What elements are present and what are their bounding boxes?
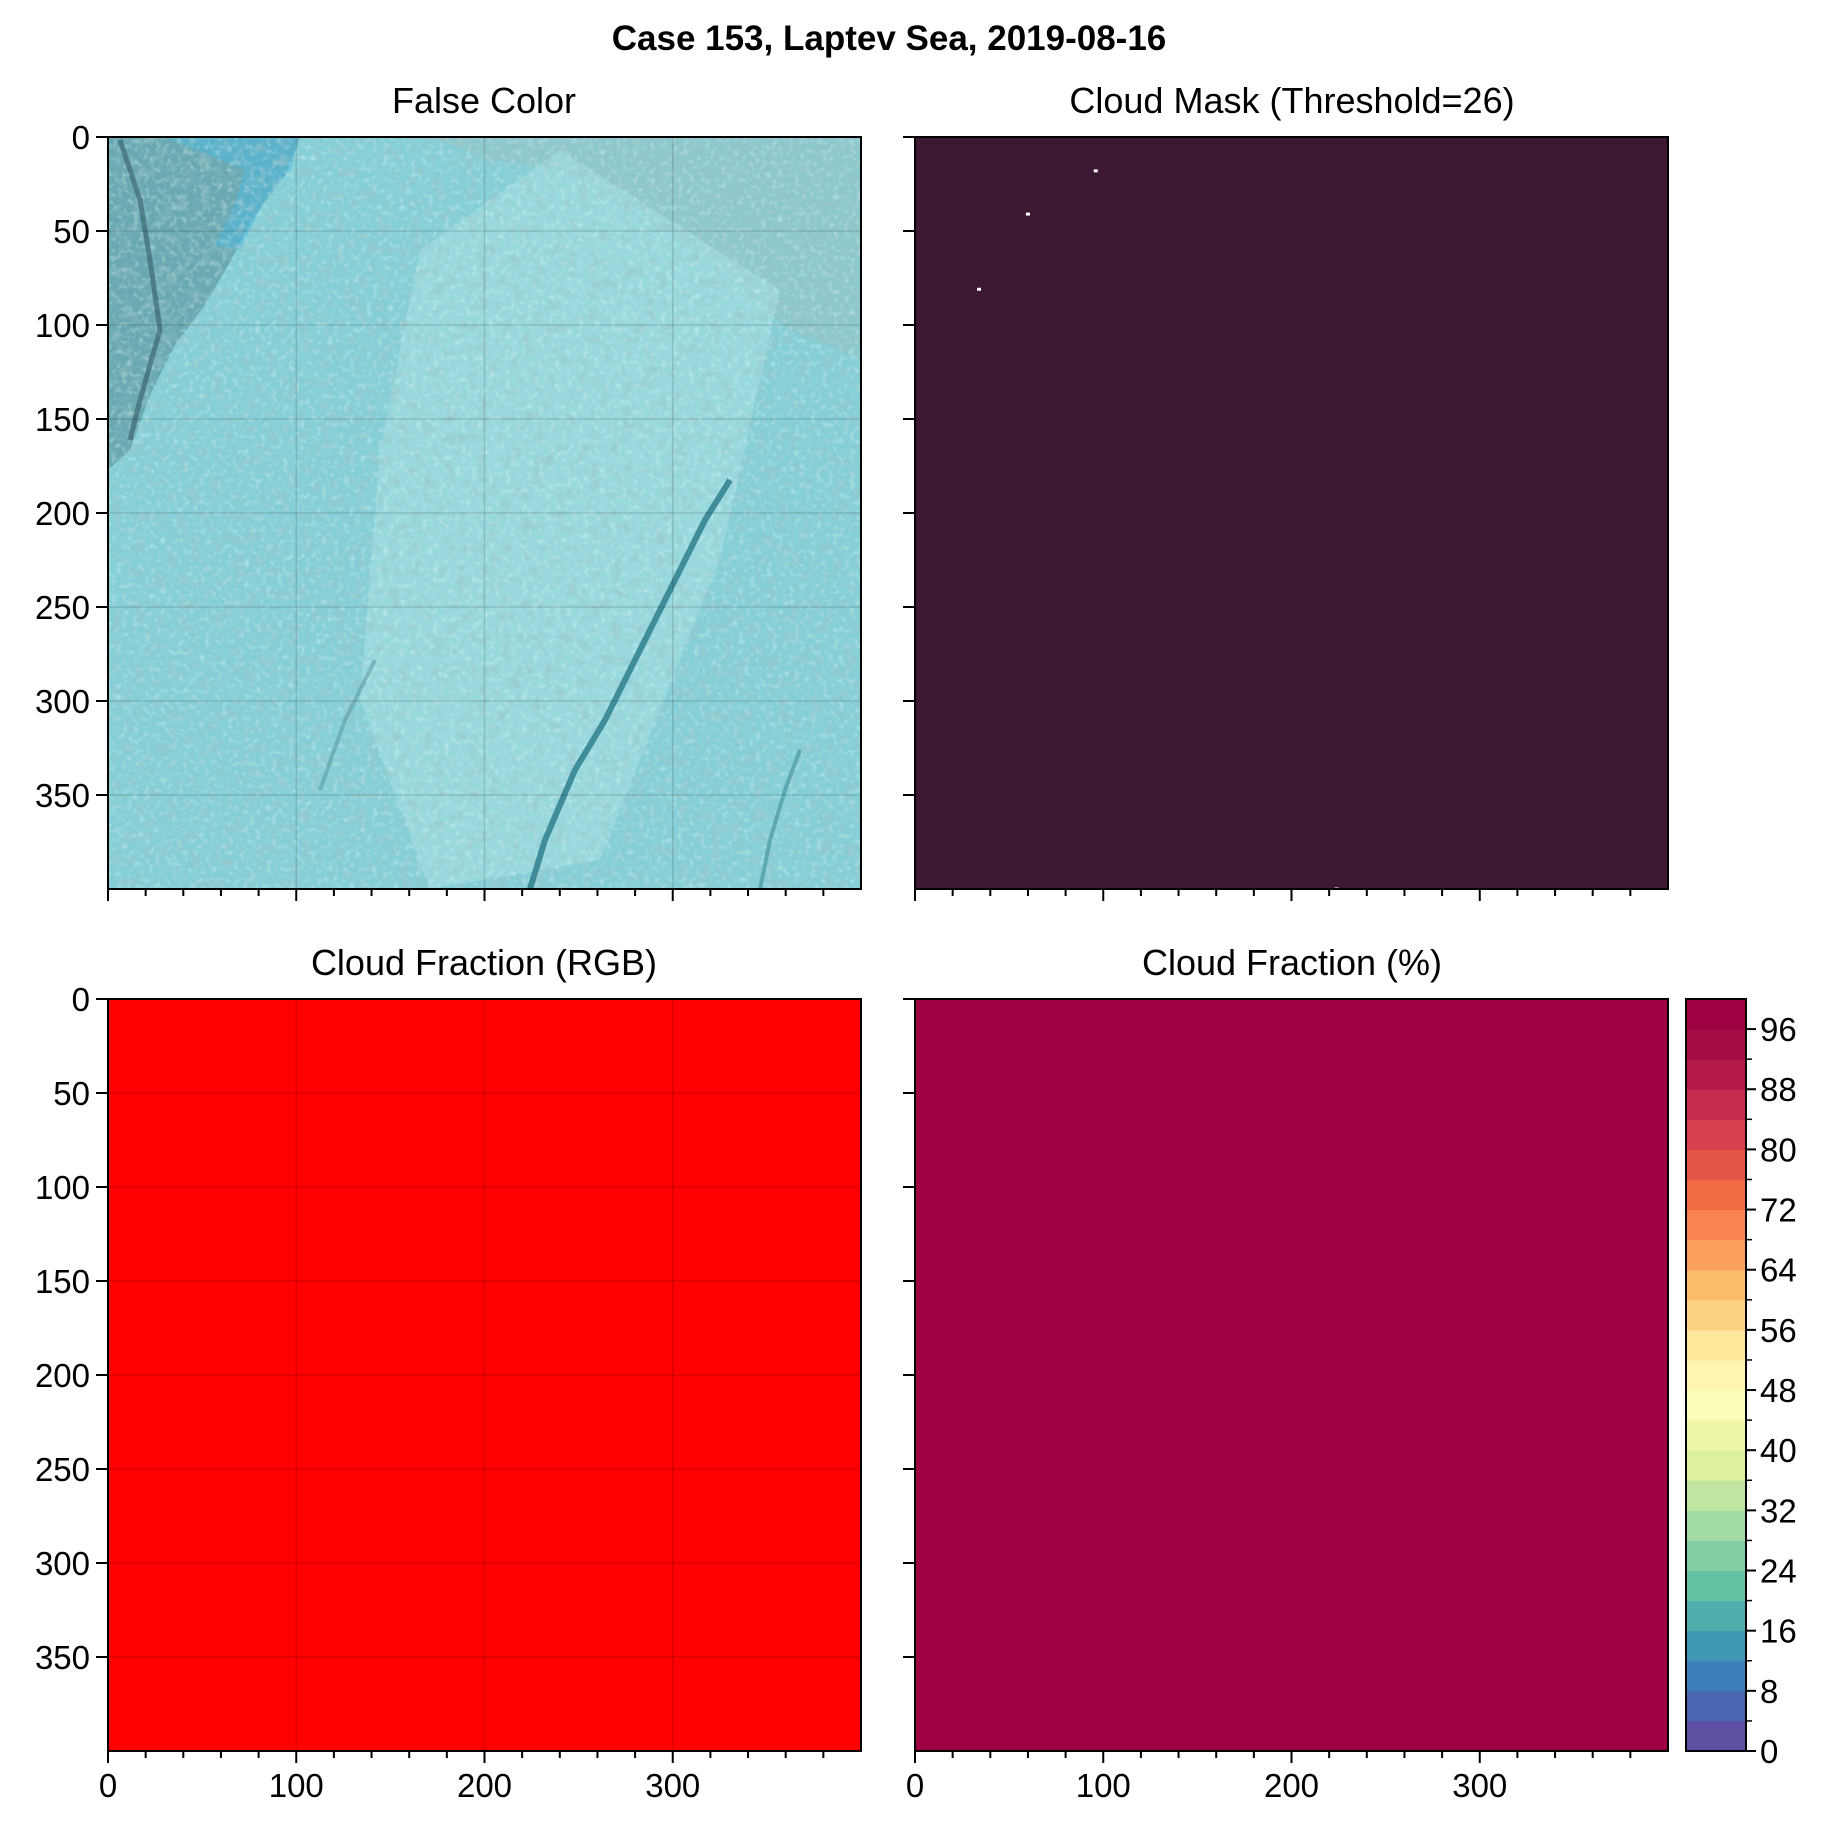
y-tick-label: 350: [35, 1639, 90, 1676]
x-tick-label: 300: [645, 1767, 700, 1804]
y-tick-label: 100: [35, 1169, 90, 1206]
clear-pixel: [1093, 169, 1098, 173]
axes-bottom-left: 0 100 200 300 0 50 100 150 200 250 300 350: [35, 981, 862, 1804]
panel-title: Cloud Mask (Threshold=26): [1069, 80, 1514, 121]
dark-lead-2: [758, 749, 802, 889]
colorbar-tick-label: 56: [1760, 1312, 1797, 1349]
panel-cloud-mask: Cloud Mask (Threshold=26): [915, 80, 1668, 889]
x-tick-label: 200: [457, 1767, 512, 1804]
colorbar-segment: [1686, 1119, 1746, 1150]
y-tick-label: 200: [35, 1357, 90, 1394]
colorbar-segment: [1686, 1450, 1746, 1481]
y-tick-label: 150: [35, 401, 90, 438]
y-tick-label: 100: [35, 307, 90, 344]
colorbar-segment: [1686, 1209, 1746, 1241]
panel-cloud-fraction-rgb: Cloud Fraction (RGB): [108, 942, 861, 1751]
panel-cloud-fraction-percent: Cloud Fraction (%) 0 8 16 24 32 40 48 56 64 72 80 8…: [915, 942, 1797, 1770]
panel-title: Cloud Fraction (%): [1142, 942, 1442, 983]
axes-overlays: 0 50 100 150 200 250 300 350 0 100 200 300 0 50 100 150…: [35, 119, 1669, 1804]
clear-pixel: [1025, 212, 1030, 216]
colorbar-segment: [1686, 1540, 1746, 1572]
colorbar-segment: [1686, 1720, 1746, 1752]
colorbar-segment: [1686, 1149, 1746, 1180]
colorbar-tick-label: 16: [1760, 1613, 1797, 1650]
colorbar-frame: [1685, 998, 1747, 1752]
y-tick-label: 250: [35, 589, 90, 626]
colorbar-segment: [1686, 1359, 1746, 1391]
y-tick-label: 300: [35, 1545, 90, 1582]
colorbar-tick-label: 64: [1760, 1252, 1797, 1289]
axes-bottom-right: 0 100 200 300: [903, 998, 1669, 1804]
x-tick-label: 300: [1452, 1767, 1507, 1804]
axes-top-right: [903, 136, 1669, 901]
colorbar-segment: [1686, 1420, 1746, 1451]
y-tick-label: 0: [72, 119, 90, 156]
colorbar-segment: [1686, 1329, 1746, 1361]
x-tick-label: 0: [99, 1767, 117, 1804]
y-tick-label: 200: [35, 495, 90, 532]
colorbar-segment: [1686, 1630, 1746, 1662]
colorbar-tick-label: 88: [1760, 1071, 1797, 1108]
colorbar-segment: [1686, 1510, 1746, 1541]
colorbar-segment: [1686, 1029, 1746, 1060]
dark-lead-3: [318, 659, 377, 791]
y-tick-label: 50: [53, 1075, 90, 1112]
axes-top-left: 0 50 100 150 200 250 300 350: [35, 119, 862, 901]
panel-title: Cloud Fraction (RGB): [311, 942, 657, 983]
colorbar-segment: [1686, 1239, 1746, 1271]
colorbar-segment: [1686, 1390, 1746, 1421]
x-tick-label: 0: [906, 1767, 924, 1804]
panel-title: False Color: [392, 80, 576, 121]
y-tick-label: 350: [35, 777, 90, 814]
colorbar-segment: [1686, 1179, 1746, 1211]
y-tick-label: 300: [35, 683, 90, 720]
colorbar-tick-label: 32: [1760, 1492, 1797, 1529]
colorbar-tick-label: 0: [1760, 1733, 1778, 1770]
colorbar: 0 8 16 24 32 40 48 56 64 72 80 88 96: [1685, 998, 1797, 1770]
y-tick-label: 150: [35, 1263, 90, 1300]
colorbar-segment: [1686, 1299, 1746, 1331]
cloud-fraction-rgb-image: [108, 999, 861, 1751]
colorbar-segment: [1686, 1570, 1746, 1602]
colorbar-segment: [1686, 1690, 1746, 1722]
panel-false-color: False Color: [108, 80, 861, 889]
colorbar-tick-label: 72: [1760, 1192, 1797, 1229]
colorbar-tick-label: 40: [1760, 1432, 1797, 1469]
x-tick-label: 100: [269, 1767, 324, 1804]
colorbar-tick-label: 96: [1760, 1011, 1797, 1048]
dark-lead-4: [117, 139, 163, 441]
false-color-image: [108, 137, 861, 889]
colorbar-tick-label: 80: [1760, 1131, 1797, 1168]
cloud-mask-image: [915, 137, 1668, 889]
colorbar-segment: [1686, 1089, 1746, 1120]
colorbar-tick-label: 24: [1760, 1553, 1797, 1590]
y-tick-label: 250: [35, 1451, 90, 1488]
colorbar-segment: [1686, 999, 1746, 1030]
colorbar-segment: [1686, 1480, 1746, 1511]
y-tick-label: 50: [53, 213, 90, 250]
colorbar-segment: [1686, 1660, 1746, 1692]
colorbar-segment: [1686, 1600, 1746, 1632]
x-tick-label: 200: [1264, 1767, 1319, 1804]
texture-dark: [108, 137, 861, 889]
colorbar-segment: [1686, 1059, 1746, 1090]
dark-lead-1: [527, 478, 733, 889]
x-tick-label: 100: [1076, 1767, 1131, 1804]
colorbar-segment: [1686, 1269, 1746, 1301]
colorbar-tick-label: 8: [1760, 1673, 1778, 1710]
figure-suptitle: Case 153, Laptev Sea, 2019-08-16: [612, 19, 1167, 58]
colorbar-tick-label: 48: [1760, 1372, 1797, 1409]
y-tick-label: 0: [72, 981, 90, 1018]
clear-pixel: [977, 287, 982, 291]
cloud-fraction-percent-image: [915, 999, 1668, 1751]
